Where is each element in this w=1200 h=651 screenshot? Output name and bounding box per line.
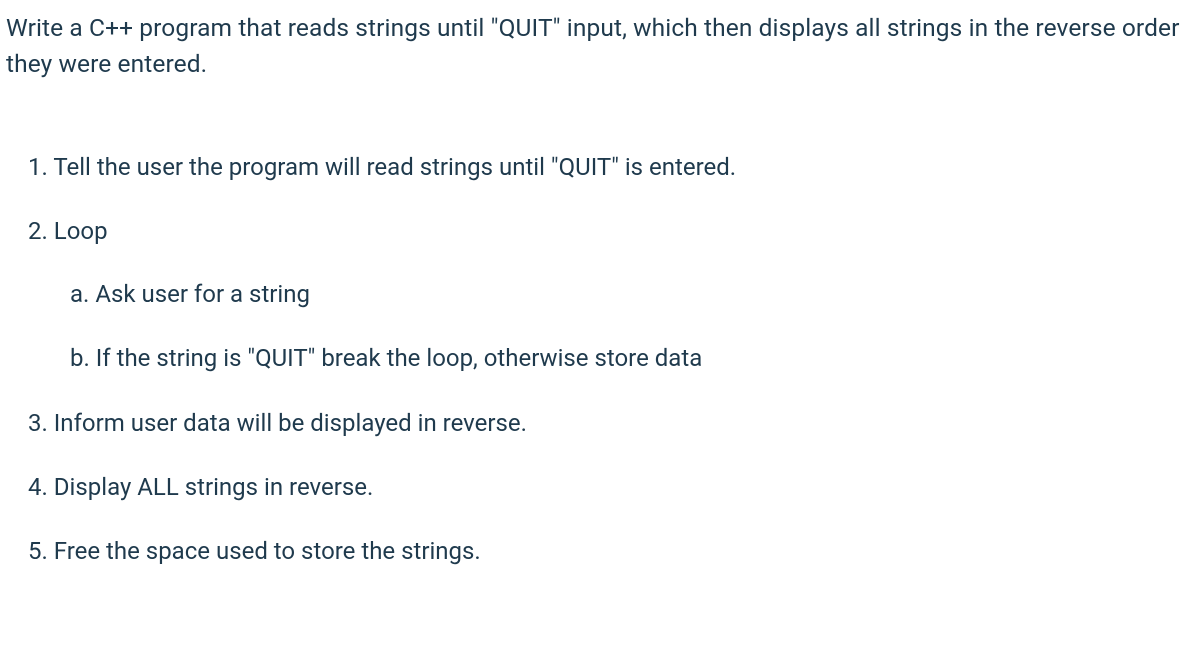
substep-b: b. If the string is "QUIT" break the loo… [70,342,1200,374]
step-2: 2. Loop a. Ask user for a string b. If t… [28,215,1200,374]
step-text: Loop [54,217,108,245]
document-page: Write a C++ program that reads strings u… [0,0,1200,568]
step-label: 1. [28,153,48,181]
step-3: 3. Inform user data will be displayed in… [28,407,1200,439]
step-1: 1. Tell the user the program will read s… [28,151,1200,183]
substep-label: b. [70,344,90,372]
substep-text: Ask user for a string [95,280,310,308]
substeps-list: a. Ask user for a string b. If the strin… [28,278,1200,375]
step-label: 3. [28,409,48,437]
substep-label: a. [70,280,89,308]
step-4: 4. Display ALL strings in reverse. [28,471,1200,503]
steps-list: 1. Tell the user the program will read s… [6,151,1200,568]
step-label: 5. [28,537,48,565]
problem-prompt: Write a C++ program that reads strings u… [6,10,1194,81]
step-text: Display ALL strings in reverse. [54,473,374,501]
substep-a: a. Ask user for a string [70,278,1200,310]
step-label: 2. [28,217,48,245]
substep-text: If the string is "QUIT" break the loop, … [96,344,702,372]
step-text: Inform user data will be displayed in re… [54,409,527,437]
step-5: 5. Free the space used to store the stri… [28,535,1200,567]
step-text: Free the space used to store the strings… [54,537,481,565]
step-label: 4. [28,473,48,501]
step-text: Tell the user the program will read stri… [53,153,736,181]
